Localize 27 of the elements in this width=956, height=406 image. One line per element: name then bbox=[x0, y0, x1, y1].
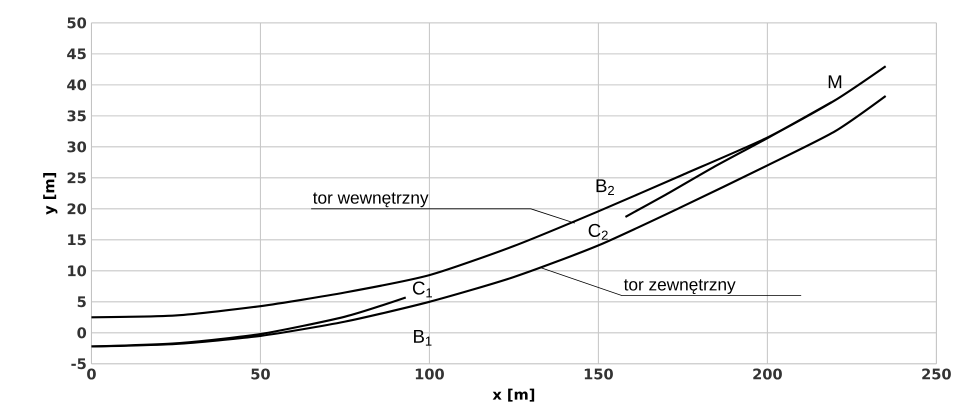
annotation: tor wewnętrzny bbox=[312, 192, 429, 208]
y-tick-label: 45 bbox=[67, 48, 86, 60]
x-axis-title: x [m] bbox=[492, 388, 534, 402]
annotation: B$_{1}$ bbox=[414, 330, 432, 346]
y-tick-label: 50 bbox=[68, 17, 86, 28]
y-tick-label: 20 bbox=[68, 203, 86, 214]
y-tick-label: 40 bbox=[67, 79, 86, 90]
x-tick-label: 250 bbox=[922, 368, 951, 380]
y-axis-title: y [m] bbox=[43, 173, 58, 215]
x-tick-label: 50 bbox=[251, 368, 270, 380]
y-tick-label: 5 bbox=[78, 296, 86, 308]
y-tick-label: 10 bbox=[68, 265, 86, 276]
annotation: M bbox=[828, 75, 842, 88]
y-tick-label: 30 bbox=[67, 141, 86, 152]
y-tick-label: 25 bbox=[68, 172, 86, 184]
x-tick-label: 200 bbox=[753, 368, 782, 380]
y-tick-label: 35 bbox=[67, 110, 86, 122]
y-tick-label: 15 bbox=[68, 234, 86, 246]
y-tick-label: -5 bbox=[71, 358, 86, 370]
annotation: tor zewnętrzny bbox=[624, 279, 736, 294]
annotation: C$_{2}$ bbox=[588, 224, 608, 240]
y-tick-label: 0 bbox=[77, 327, 86, 338]
x-tick-label: 0 bbox=[87, 368, 96, 380]
annotation: C$_{1}$ bbox=[412, 281, 432, 298]
annotation: B$_{2}$ bbox=[596, 179, 614, 195]
x-tick-label: 150 bbox=[584, 368, 613, 380]
x-tick-label: 100 bbox=[416, 368, 444, 380]
